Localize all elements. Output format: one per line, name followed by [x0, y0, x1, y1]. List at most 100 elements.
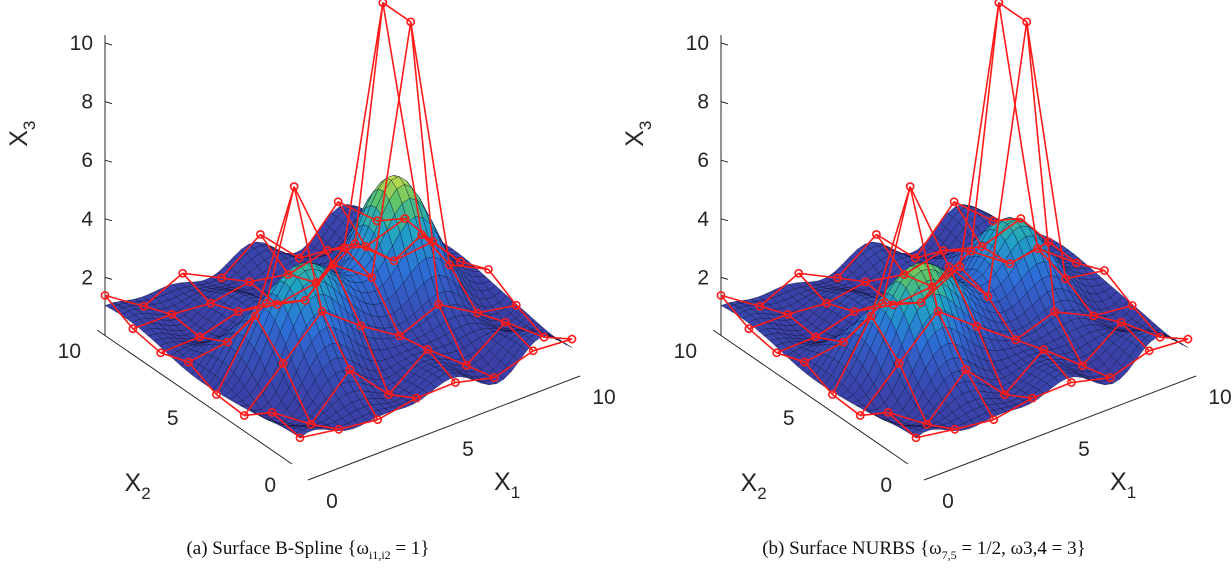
control-net-edge — [360, 325, 400, 337]
control-point — [933, 306, 943, 316]
x-axis-label-sub: 1 — [1127, 483, 1136, 502]
control-net-edge — [1020, 217, 1050, 243]
control-net-edge — [199, 310, 239, 338]
control-net-edge — [282, 310, 323, 364]
control-net-edge — [160, 352, 189, 363]
control-net-edge — [875, 233, 905, 276]
control-net-edge — [1148, 338, 1189, 352]
control-net-edge — [798, 272, 838, 279]
y-axis-line — [96, 329, 293, 465]
control-point — [905, 182, 915, 191]
control-point — [212, 390, 221, 399]
control-net-edge — [1037, 247, 1077, 264]
control-net-edge — [1093, 304, 1133, 317]
control-point — [195, 332, 204, 342]
control-net-edge — [310, 369, 351, 425]
control-net-edge — [981, 246, 1011, 265]
control-net-edge — [215, 315, 257, 395]
control-net-edge — [271, 411, 312, 426]
control-net-edge — [132, 313, 172, 330]
control-net-edge — [199, 336, 228, 343]
control-net-edge — [504, 321, 545, 338]
control-net-edge — [864, 281, 894, 306]
control-point — [1067, 378, 1076, 387]
control-point — [378, 0, 388, 8]
y-tick-label: 5 — [167, 407, 179, 430]
x-tick-label: 5 — [1078, 438, 1090, 461]
control-point — [356, 321, 366, 331]
z-tick-label: 2 — [81, 266, 93, 289]
control-point — [828, 390, 837, 399]
control-point — [994, 0, 1004, 8]
control-point — [317, 306, 327, 316]
control-net-edge — [404, 217, 434, 243]
control-net-edge — [898, 363, 928, 425]
control-point — [944, 262, 954, 272]
control-point — [339, 243, 349, 252]
control-net-edge — [860, 411, 889, 417]
control-point — [451, 378, 460, 387]
control-net-edge — [937, 310, 978, 328]
control-point — [861, 277, 870, 287]
control-point — [1044, 237, 1054, 247]
control-net-edge — [943, 245, 983, 252]
control-net-edge — [455, 376, 495, 384]
control-net-edge — [399, 335, 428, 351]
control-net-edge — [965, 368, 1006, 396]
control-point — [406, 17, 416, 27]
y-tick-label: 10 — [58, 340, 81, 363]
control-net-edge — [992, 217, 1021, 222]
control-net-edge — [416, 381, 456, 399]
control-net-edge — [376, 217, 405, 222]
control-net-edge — [515, 304, 545, 338]
control-net-edge — [1009, 241, 1050, 265]
control-net-edge — [287, 249, 328, 276]
control-net-edge — [920, 266, 961, 304]
control-net-edge — [1015, 339, 1044, 351]
control-net-edge — [881, 186, 911, 304]
control-point — [372, 216, 382, 226]
control-net-edge — [337, 201, 367, 247]
control-net-edge — [831, 315, 873, 395]
control-net-edge — [321, 310, 362, 327]
control-point — [755, 301, 765, 311]
control-net-edge — [465, 321, 506, 366]
caption-label: (a) — [186, 538, 208, 559]
control-net-edge — [903, 250, 944, 276]
z-tick-mark — [720, 159, 729, 163]
control-point — [328, 260, 338, 270]
surface-plot-nurbs: 2 4 6 8 10 0 5 10 0 5 10 X1 X2 X3 — [621, 0, 1232, 513]
control-net-edge — [998, 2, 1028, 23]
z-tick-mark — [720, 218, 729, 222]
control-point — [894, 358, 904, 368]
control-point — [373, 415, 383, 425]
control-net-edge — [182, 272, 222, 279]
control-point — [445, 260, 454, 270]
control-net-edge — [493, 350, 534, 379]
control-point — [500, 317, 510, 327]
control-point — [1028, 393, 1037, 403]
control-net-edge — [1025, 21, 1056, 312]
caption-text: Surface NURBS {ω — [789, 538, 942, 559]
control-net-edge — [382, 2, 423, 235]
y-tick-label: 10 — [674, 340, 697, 363]
control-net-edge — [1071, 376, 1111, 384]
control-point — [178, 268, 188, 278]
control-net-edge — [981, 217, 1022, 248]
control-net-edge — [998, 2, 1039, 249]
control-point — [1183, 334, 1193, 344]
control-net-edge — [836, 233, 878, 279]
control-net-edge — [171, 313, 201, 338]
control-net-edge — [282, 363, 312, 425]
control-point — [423, 345, 432, 354]
control-net-edge — [332, 264, 373, 279]
control-net-edge — [388, 393, 417, 399]
control-point — [350, 239, 360, 249]
control-net-edge — [299, 249, 328, 259]
control-point — [950, 424, 960, 434]
control-net-edge — [1037, 248, 1067, 280]
control-net-edge — [1109, 350, 1150, 379]
control-point — [267, 408, 277, 417]
control-point — [922, 419, 932, 429]
control-point — [899, 270, 909, 279]
